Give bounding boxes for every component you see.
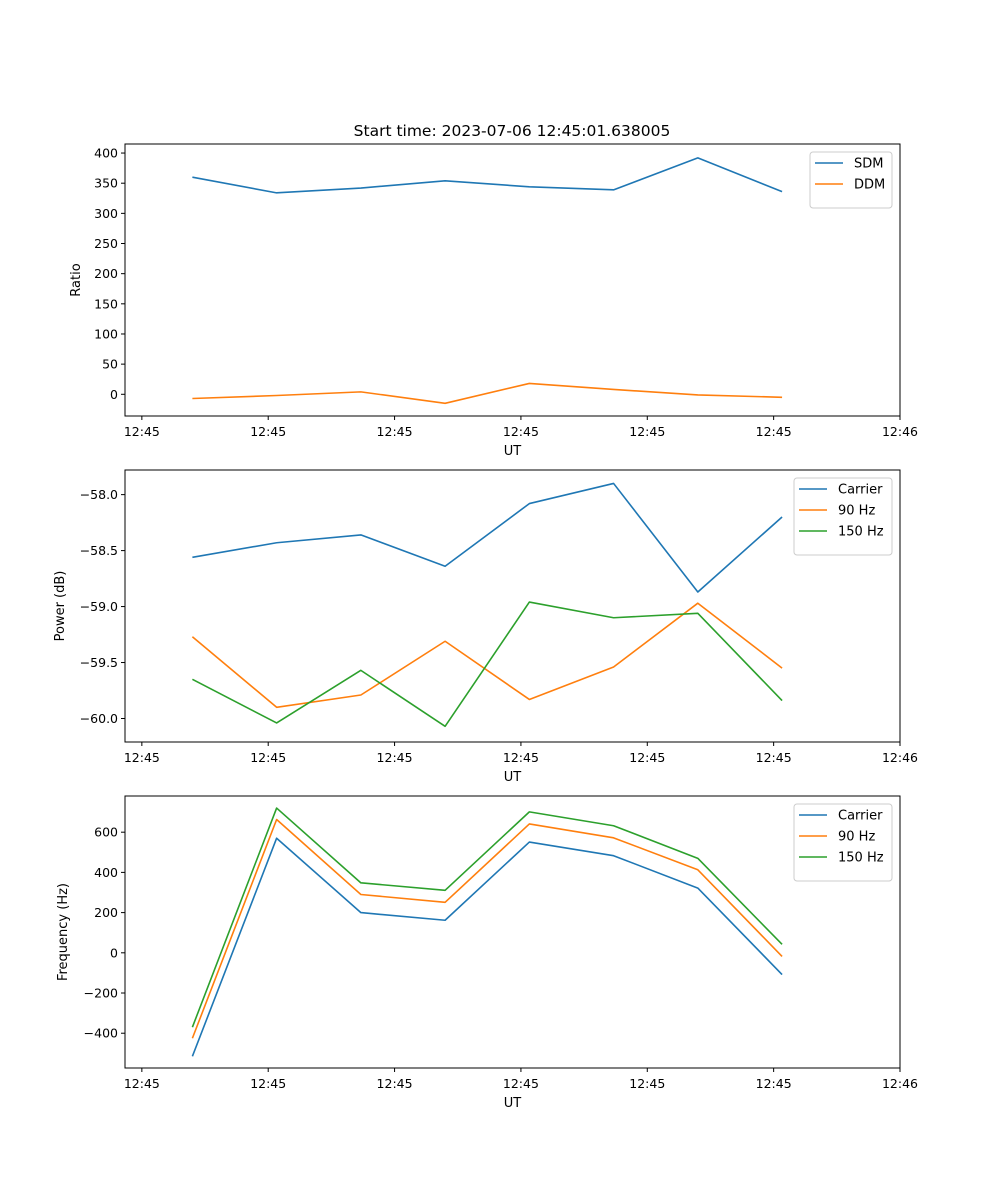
power-series-carrier-line: [192, 482, 783, 593]
power-series-150-hz-line: [192, 601, 783, 728]
ratio-y-tick-label: 150: [94, 296, 118, 311]
frequency-chart: −400 −200 0 200 400 600 12:45 12:45 12:45 12:45 12…: [56, 795, 918, 1111]
ratio-x-tick-label: 12:45: [377, 424, 413, 439]
frequency-legend-label-150-hz: 150 Hz: [838, 851, 884, 866]
frequency-legend-box: [793, 803, 893, 882]
frequency-y-tick-label: 200: [94, 905, 118, 920]
ratio-chart: 0 50 100 150 200 250 300 350 400 12:45 12:45 12:45 1…: [69, 143, 918, 459]
frequency-x-tick-label: 12:46: [882, 1076, 918, 1091]
power-y-axis-label: Power (dB): [53, 571, 68, 642]
power-y-tick-label: −59.0: [80, 599, 118, 614]
frequency-y-tick-label: 400: [94, 865, 118, 880]
power-x-tick-label: 12:45: [629, 750, 665, 765]
frequency-x-tick-label: 12:45: [629, 1076, 665, 1091]
ratio-series-ddm-line: [192, 382, 783, 405]
ratio-x-tick-label: 12:45: [629, 424, 665, 439]
frequency-series-carrier-line: [191, 837, 783, 1057]
ratio-y-tick-label: 350: [94, 176, 118, 191]
power-legend: Carrier 90 Hz 150 Hz: [793, 477, 893, 556]
ratio-x-tick-label: 12:46: [882, 424, 918, 439]
ratio-x-tick-label: 12:45: [124, 424, 160, 439]
ratio-x-axis-label: UT: [504, 444, 522, 459]
frequency-series-90-hz-line: [191, 818, 783, 1039]
power-x-tick-label: 12:45: [756, 750, 792, 765]
frequency-legend: Carrier 90 Hz 150 Hz: [793, 803, 893, 882]
ratio-y-tick-label: 100: [94, 326, 118, 341]
ratio-legend-box: [809, 151, 893, 209]
frequency-x-tick-label: 12:45: [377, 1076, 413, 1091]
power-x-tick-label: 12:45: [124, 750, 160, 765]
ratio-y-tick-label: 200: [94, 266, 118, 281]
power-x-tick-label: 12:45: [250, 750, 286, 765]
ratio-y-axis-label: Ratio: [69, 263, 84, 296]
ratio-y-tick-label: 250: [94, 236, 118, 251]
frequency-y-tick-label: −400: [84, 1026, 118, 1041]
ratio-legend-label-ddm: DDM: [854, 178, 885, 193]
ratio-y-tick-label: 50: [102, 357, 118, 372]
frequency-x-tick-label: 12:45: [124, 1076, 160, 1091]
ratio-x-tick-label: 12:45: [250, 424, 286, 439]
frequency-y-tick-label: 0: [110, 945, 118, 960]
figure-title: Start time: 2023-07-06 12:45:01.638005: [354, 122, 671, 140]
ratio-y-tick-label: 300: [94, 206, 118, 221]
frequency-y-tick-label: −200: [84, 986, 118, 1001]
power-x-tick-label: 12:46: [882, 750, 918, 765]
ratio-legend-label-sdm: SDM: [854, 157, 883, 172]
frequency-x-tick-label: 12:45: [503, 1076, 539, 1091]
ratio-axes-frame: [124, 143, 901, 417]
power-axes-frame: [124, 469, 901, 743]
power-y-tick-label: −58.0: [80, 487, 118, 502]
power-legend-box: [793, 477, 893, 556]
power-legend-label-carrier: Carrier: [838, 483, 883, 498]
frequency-y-tick-label: 600: [94, 825, 118, 840]
power-x-tick-label: 12:45: [503, 750, 539, 765]
power-legend-label-150-hz: 150 Hz: [838, 525, 884, 540]
power-x-axis-label: UT: [504, 770, 522, 785]
frequency-legend-label-carrier: Carrier: [838, 809, 883, 824]
frequency-x-axis-label: UT: [504, 1096, 522, 1111]
frequency-y-axis-label: Frequency (Hz): [56, 883, 71, 981]
power-y-tick-label: −59.5: [80, 655, 118, 670]
ratio-legend: SDM DDM: [809, 151, 893, 209]
ratio-y-tick-label: 400: [94, 146, 118, 161]
ratio-series-sdm-line: [192, 157, 783, 194]
frequency-x-tick-label: 12:45: [250, 1076, 286, 1091]
power-chart: −60.0 −59.5 −59.0 −58.5 −58.0 12:45 12:45 12:45…: [53, 469, 918, 785]
ratio-y-tick-label: 0: [110, 387, 118, 402]
ratio-x-tick-label: 12:45: [503, 424, 539, 439]
ratio-x-tick-label: 12:45: [756, 424, 792, 439]
power-y-tick-label: −60.0: [80, 711, 118, 726]
power-legend-label-90-hz: 90 Hz: [838, 504, 875, 519]
frequency-legend-label-90-hz: 90 Hz: [838, 830, 875, 845]
power-x-tick-label: 12:45: [377, 750, 413, 765]
frequency-x-tick-label: 12:45: [756, 1076, 792, 1091]
frequency-series-150-hz-line: [191, 807, 783, 1028]
frequency-axes-frame: [124, 795, 901, 1069]
power-y-tick-label: −58.5: [80, 543, 118, 558]
